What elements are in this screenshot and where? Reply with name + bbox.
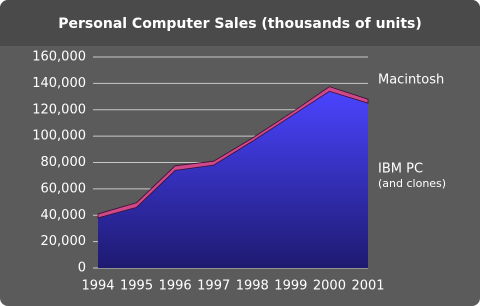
y-tick-label: 140,000 [32,76,86,91]
x-tick-label: 1998 [236,279,269,294]
x-tick-label: 2001 [351,279,384,294]
y-tick-label: 160,000 [32,50,86,65]
x-tick-label: 1996 [159,279,192,294]
chart-title: Personal Computer Sales (thousands of un… [58,16,422,32]
x-tick-label: 1997 [197,279,230,294]
series-label: IBM PC [378,162,423,177]
x-tick-label: 2000 [313,279,346,294]
area [97,86,369,219]
x-tick-label: 1994 [81,279,114,294]
x-tick-label: 1995 [120,279,153,294]
plot [97,86,369,268]
series-annotation: (and clones) [378,177,446,190]
x-tick-label: 1999 [274,279,307,294]
y-tick-label: 40,000 [41,208,87,223]
y-tick-label: 20,000 [41,234,87,249]
y-tick-label: 0 [78,261,86,276]
y-tick-label: 100,000 [32,129,86,144]
series-label: Macintosh [378,73,444,88]
y-tick-label: 120,000 [32,102,86,117]
y-tick-label: 60,000 [41,181,87,196]
title-bar-edge [0,38,480,46]
area [98,91,368,268]
y-tick-label: 80,000 [41,155,87,170]
labels: 0 20,000 40,000 60,000 80,000 100,000 120,000 1… [32,50,446,294]
title-bar [0,0,480,46]
